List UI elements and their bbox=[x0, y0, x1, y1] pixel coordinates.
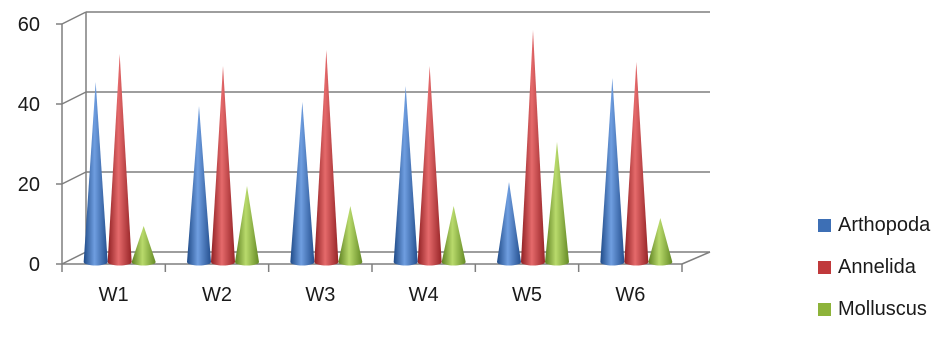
legend-item: Molluscus bbox=[818, 298, 927, 320]
legend-label: Annelida bbox=[838, 256, 917, 278]
cone bbox=[107, 54, 132, 266]
cone-marks bbox=[83, 30, 673, 266]
cone bbox=[131, 226, 156, 266]
cone bbox=[521, 30, 545, 266]
cone bbox=[417, 66, 442, 266]
legend-swatch bbox=[818, 303, 831, 316]
cone bbox=[600, 78, 625, 266]
y-tick-label: 40 bbox=[18, 94, 40, 116]
legend-item: Annelida bbox=[818, 256, 917, 278]
x-category-label: W2 bbox=[202, 284, 232, 306]
x-category-label: W4 bbox=[409, 284, 439, 306]
cone bbox=[648, 218, 673, 266]
cone bbox=[338, 206, 363, 266]
cone bbox=[235, 186, 259, 266]
x-category-label: W1 bbox=[99, 284, 129, 306]
legend-label: Molluscus bbox=[838, 298, 927, 320]
cone bbox=[441, 206, 466, 266]
cone bbox=[83, 82, 108, 266]
cone bbox=[393, 86, 418, 266]
cone bbox=[545, 142, 569, 266]
axes bbox=[56, 12, 711, 272]
y-tick-label: 0 bbox=[29, 254, 40, 276]
y-tick-label: 60 bbox=[18, 14, 40, 36]
legend-item: Arthopoda bbox=[818, 214, 931, 236]
cone bbox=[211, 66, 235, 266]
y-axis-tick-labels: 0 20 40 60 bbox=[18, 14, 40, 276]
legend-label: Arthopoda bbox=[838, 214, 931, 236]
cone bbox=[314, 50, 339, 266]
cone bbox=[187, 106, 211, 266]
legend-swatch bbox=[818, 219, 831, 232]
legend-swatch bbox=[818, 261, 831, 274]
floor-edge bbox=[681, 251, 711, 265]
cone bbox=[497, 182, 521, 266]
legend: Arthopoda Annelida Molluscus bbox=[818, 214, 931, 320]
gridline bbox=[61, 91, 710, 105]
x-category-label: W5 bbox=[512, 284, 542, 306]
x-category-label: W6 bbox=[615, 284, 645, 306]
cone bbox=[624, 62, 649, 266]
gridline bbox=[61, 11, 710, 25]
gridline bbox=[61, 171, 710, 185]
cone bbox=[290, 102, 315, 266]
y-tick-label: 20 bbox=[18, 174, 40, 196]
x-category-label: W3 bbox=[305, 284, 335, 306]
x-axis-category-labels: W1 W2 W3 W4 W5 W6 bbox=[99, 284, 646, 306]
